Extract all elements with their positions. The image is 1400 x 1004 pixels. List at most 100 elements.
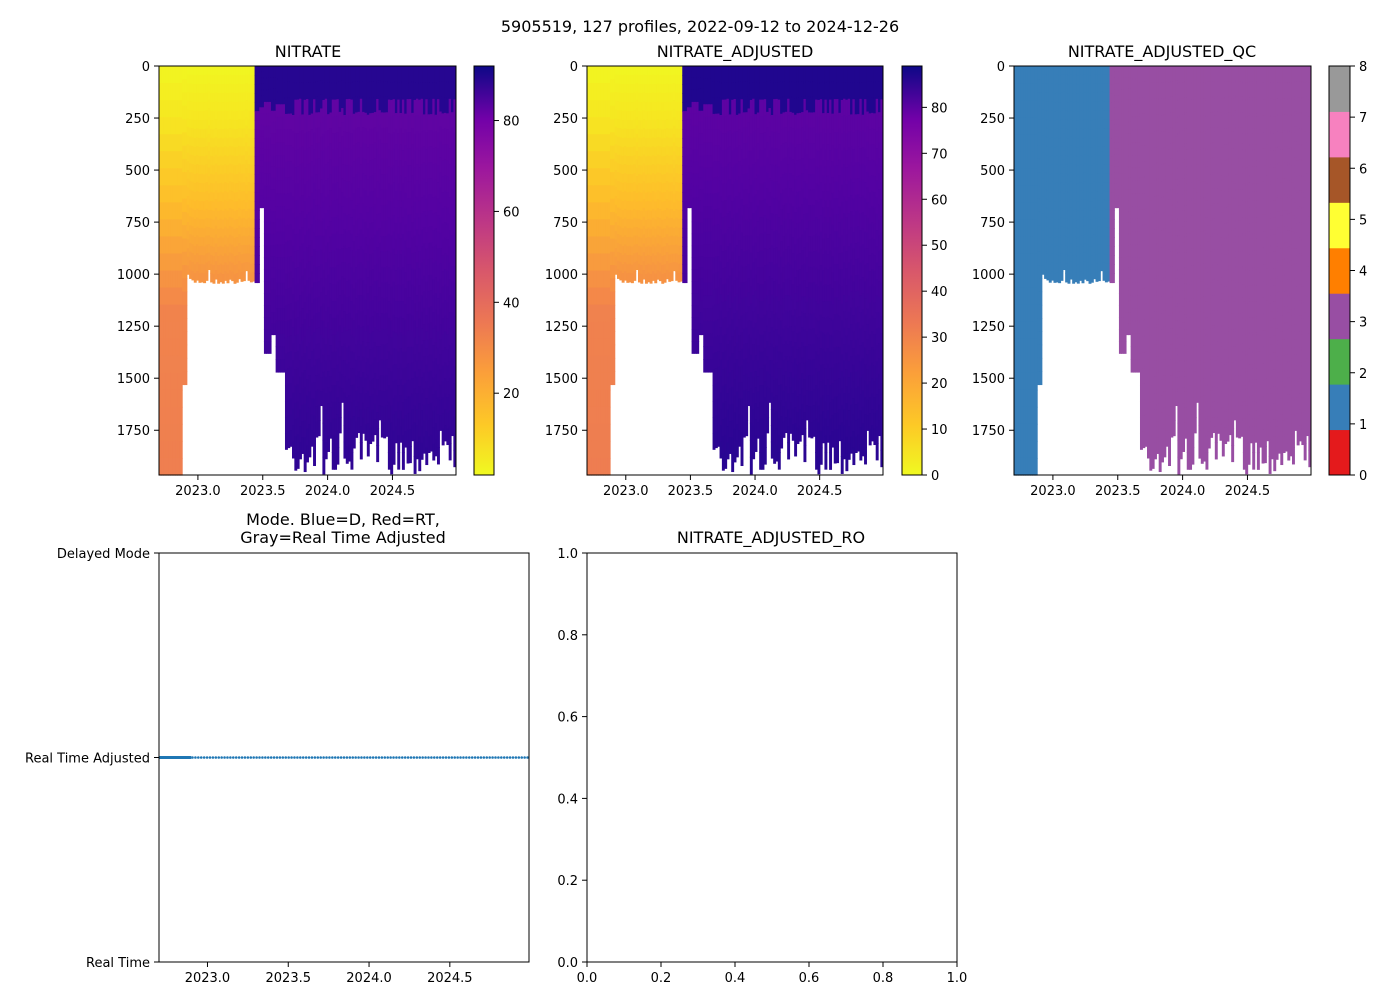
heatmap-cell [409,446,412,463]
y-tick-label: 1250 [117,320,150,335]
colorbar-tick-label: 80 [503,115,520,130]
heatmap-cell [685,219,688,229]
heatmap-cell [449,443,452,460]
colorbar-tick-label: 60 [503,205,520,220]
heatmap-cell [612,345,615,359]
heatmap-cell [360,442,363,459]
heatmap-cell [180,441,183,459]
heatmap-cell [257,228,260,238]
panel-title: NITRATE_ADJUSTED [657,42,814,62]
heatmap-cell [322,457,325,475]
figure-title: 5905519, 127 profiles, 2022-09-12 to 202… [501,17,899,36]
y-tick-label: 250 [125,112,150,127]
heatmap-cell [184,278,187,292]
heatmap-cells [159,66,457,476]
y-tick-label: 1000 [117,268,150,283]
heatmap-cell [257,264,260,274]
heatmap-cell [243,272,246,282]
heatmap-cell [376,429,379,446]
heatmap-cell [685,273,688,283]
heatmap-cell [612,292,615,306]
heatmap-cell [184,305,187,319]
panel-title: NITRATE [275,42,342,61]
heatmap-cell [339,417,342,433]
heatmap-cell [745,420,748,436]
heatmap-cell [685,210,688,220]
heatmap-cell [764,447,767,464]
heatmap-cell [257,273,260,283]
heatmap-cell [612,331,615,345]
y-tick-label: 1500 [117,372,150,387]
heatmap-cell [685,264,688,274]
heatmap-cell [750,457,753,475]
heatmap-cell [393,448,396,465]
heatmap-cell [437,447,440,464]
heatmap-cell [350,452,353,469]
heatmap-cell [612,371,615,385]
heatmap-cell [318,420,321,436]
x-tick-label: 2024.0 [305,484,351,499]
heatmap-cell [671,272,674,282]
heatmap-cell [608,458,611,476]
heatmap-cell [184,345,187,359]
x-tick-label: 2023.0 [175,484,221,499]
colorbar [474,66,494,475]
heatmap-cell [376,445,379,462]
heatmap-cell [685,255,688,265]
heatmap-cell [397,452,400,469]
heatmap-cell [608,441,611,459]
heatmap-cell [257,210,260,220]
heatmap-cell [612,318,615,332]
heatmap-cell [336,431,339,448]
heatmap-cell [612,278,615,292]
heatmap-cell [608,424,611,442]
heatmap-cell [339,402,342,418]
heatmap-cell [184,371,187,385]
heatmap-cell [437,431,440,448]
heatmap-cell [184,358,187,372]
heatmap-cell [766,402,769,418]
heatmap-cell [180,458,183,476]
y-tick-label: 0 [142,60,150,75]
y-tick-label: 1750 [117,424,150,439]
heatmap-cell [612,305,615,319]
heatmap-cell [696,341,699,354]
heatmap-cell [608,390,611,408]
heatmap-cell [269,341,272,354]
heatmap-cell [766,417,769,433]
heatmap-cell [741,449,744,466]
heatmap-cell [336,447,339,464]
heatmap-cell [184,292,187,306]
x-tick-label: 2023.5 [240,484,286,499]
heatmap-cell [764,431,767,448]
heatmap-cell [685,246,688,256]
heatmap-cells [587,66,884,476]
x-tick-label: 2024.5 [370,484,416,499]
heatmap-cell [205,271,208,281]
heatmap-cell [184,331,187,345]
heatmap-cell [318,405,321,421]
heatmap-cell [184,318,187,332]
colorbar-tick-label: 40 [503,296,520,311]
heatmap-cell [257,237,260,247]
heatmap-cell [257,246,260,256]
heatmap-cell [612,358,615,372]
heatmap-cell [608,407,611,425]
colorbar-ticks: 20 40 60 80 [494,115,520,403]
heatmap-cell [685,237,688,247]
colorbar-tick-label: 20 [503,387,520,402]
heatmap-cell [257,255,260,265]
heatmap-cell [685,228,688,238]
heatmap-cell [257,219,260,229]
heatmap-cell [402,452,405,469]
heatmap-cell [180,407,183,425]
heatmap-cell [745,405,748,421]
heatmap-cell [313,449,316,466]
heatmap-cell [633,271,636,281]
y-tick-label: 750 [125,216,150,231]
heatmap-cell [180,390,183,408]
heatmap-cell [180,424,183,442]
